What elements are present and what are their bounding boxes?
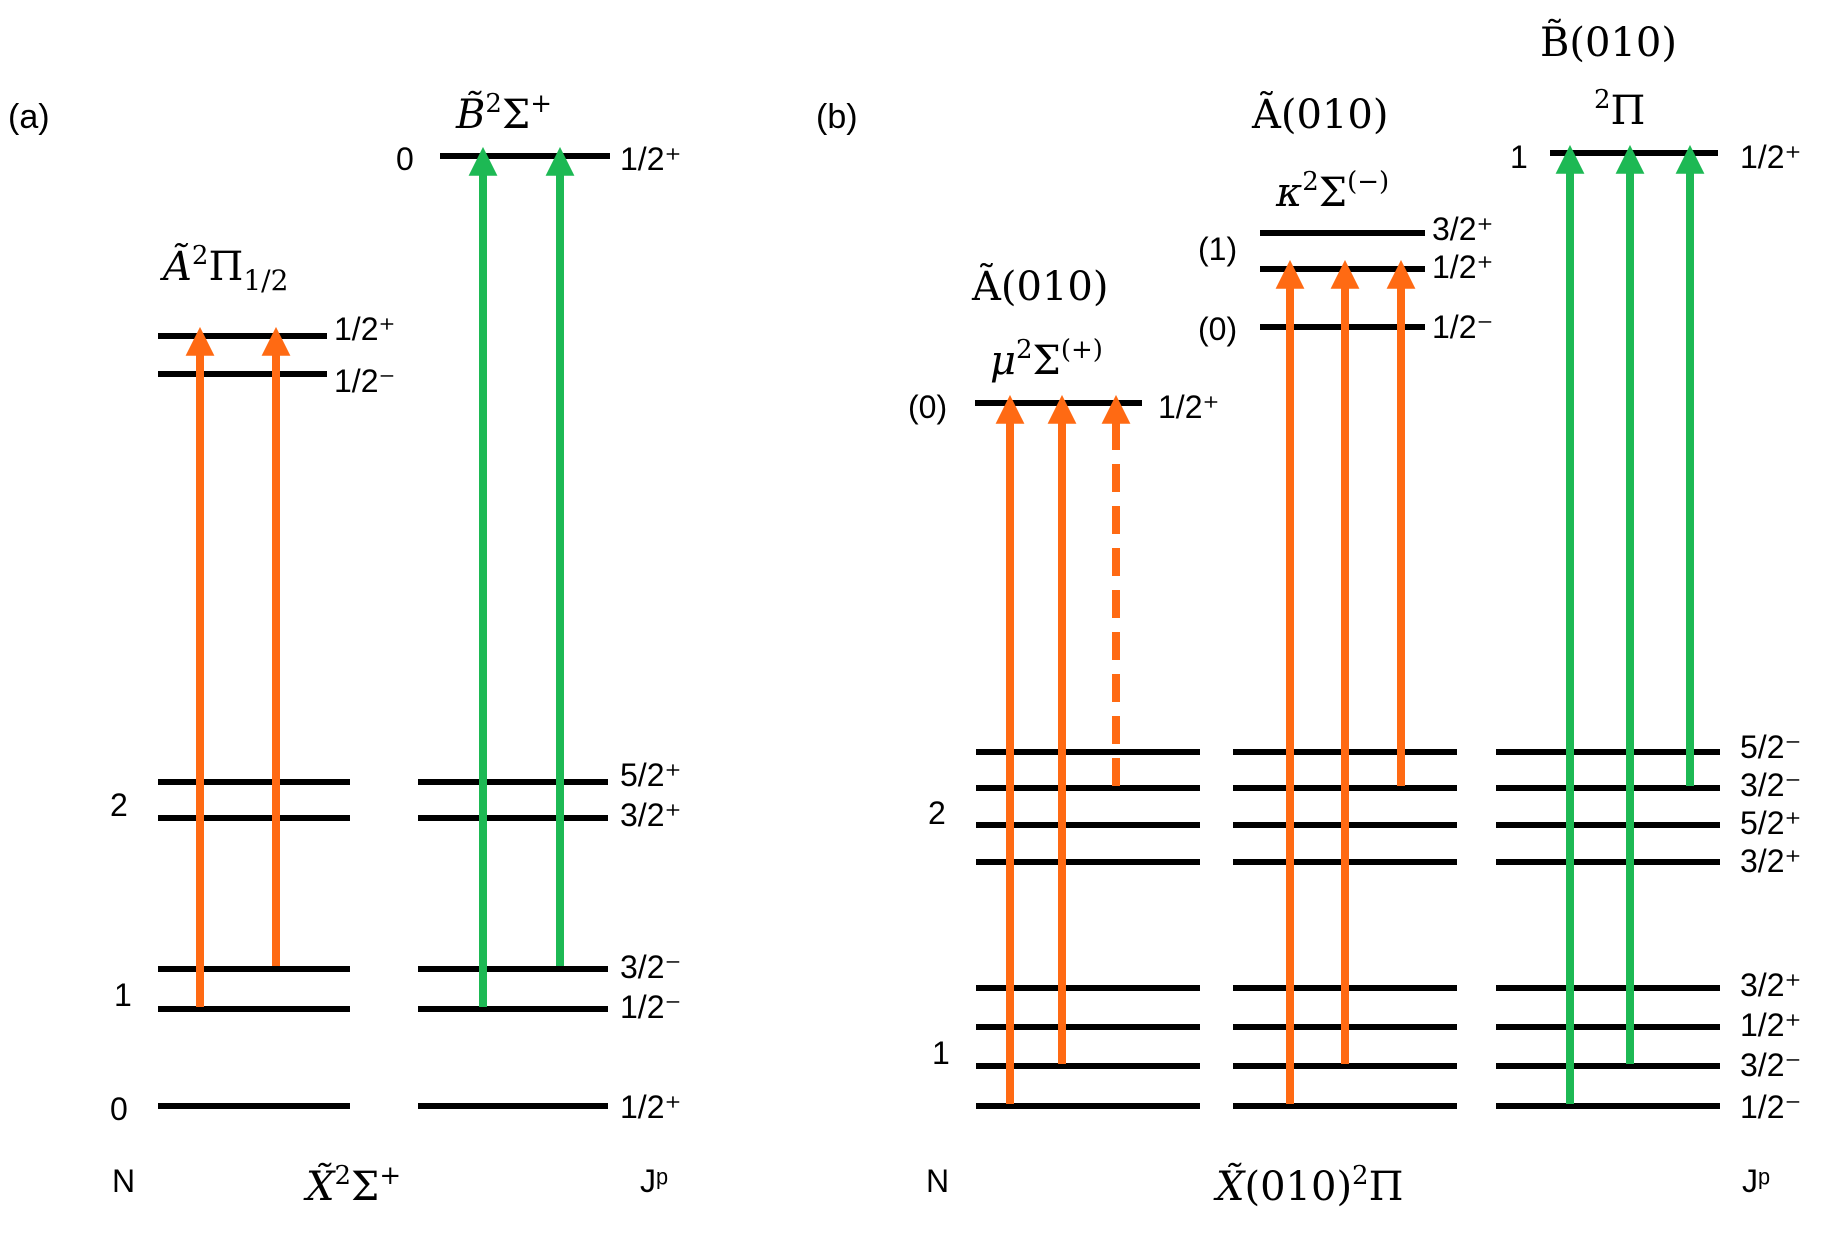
j-label-b-n1-3/2minus: 3/2⁻ (1740, 1047, 1801, 1083)
j-label-1/2minus: 1/2⁻ (620, 989, 681, 1025)
j-label-b-5/2plus: 5/2⁺ (1740, 805, 1801, 841)
n-label-2: 2 (110, 787, 128, 823)
n-header-b: N (926, 1163, 949, 1199)
b-state-n-label: 1 (1510, 139, 1528, 175)
n-label-b-2: 2 (928, 795, 946, 831)
state-label-a-ground: X̃2Σ+ (303, 1161, 401, 1210)
kappa-n-label-1: (1) (1198, 231, 1237, 267)
upper-a-j-1/2plus: 1/2⁺ (334, 311, 395, 347)
state-label-b-name: B̃(010) (1540, 19, 1677, 66)
panel-a-tag: (a) (8, 98, 50, 136)
state-label-mu-term: μ2Σ(+) (990, 335, 1103, 384)
n-label-1: 1 (114, 977, 132, 1013)
j-label-3/2plus: 3/2⁺ (620, 797, 681, 833)
j-label-b-n1-3/2plus: 3/2⁺ (1740, 967, 1801, 1003)
j-label-b-5/2minus: 5/2⁻ (1740, 729, 1801, 765)
upper-b-j-label: 1/2⁺ (620, 141, 681, 177)
jp-header-b: Jᵖ (1742, 1163, 1770, 1199)
b-state-j-label: 1/2⁺ (1740, 139, 1801, 175)
kappa-j-1/2minus: 1/2⁻ (1432, 309, 1493, 345)
n-label-0: 0 (110, 1091, 128, 1127)
j-label-3/2minus: 3/2⁻ (620, 949, 681, 985)
j-label-b-n1-1/2minus: 1/2⁻ (1740, 1089, 1801, 1125)
j-label-1/2plus: 1/2⁺ (620, 1089, 681, 1125)
state-label-b-upper: B̃2Σ+ (455, 89, 552, 138)
j-label-b-3/2plus: 3/2⁺ (1740, 843, 1801, 879)
state-label-mu-name: Ã(010) (971, 263, 1108, 310)
panel-b: (b) (816, 19, 1801, 1210)
kappa-n-label-0: (0) (1198, 311, 1237, 347)
state-label-a-upper: Ã2Π1/2 (159, 241, 288, 297)
state-label-kappa-name: Ã(010) (1251, 91, 1388, 138)
mu-n-label: (0) (908, 389, 947, 425)
j-label-5/2plus: 5/2⁺ (620, 757, 681, 793)
kappa-j-3/2plus: 3/2⁺ (1432, 211, 1493, 247)
panel-b-tag: (b) (816, 98, 858, 136)
n-label-b-1: 1 (932, 1035, 950, 1071)
state-label-b-term: 2Π (1594, 85, 1645, 134)
upper-b-n-label: 0 (396, 141, 414, 177)
n-header: N (112, 1163, 135, 1199)
j-label-b-3/2minus: 3/2⁻ (1740, 767, 1801, 803)
panel-a-ground-levels (158, 779, 608, 1109)
state-label-b-ground: X̃(010)2Π (1213, 1161, 1403, 1210)
kappa-j-1/2plus: 1/2⁺ (1432, 249, 1493, 285)
j-label-b-n1-1/2plus: 1/2⁺ (1740, 1007, 1801, 1043)
state-label-kappa-term: κ2Σ(−) (1275, 167, 1389, 216)
upper-a-j-1/2minus: 1/2⁻ (334, 363, 395, 399)
jp-header: Jᵖ (640, 1163, 668, 1199)
panel-a: (a) 2 1 0 5/2⁺ 3/2⁺ 3/2⁻ (8, 89, 681, 1210)
mu-j-label: 1/2⁺ (1158, 389, 1219, 425)
